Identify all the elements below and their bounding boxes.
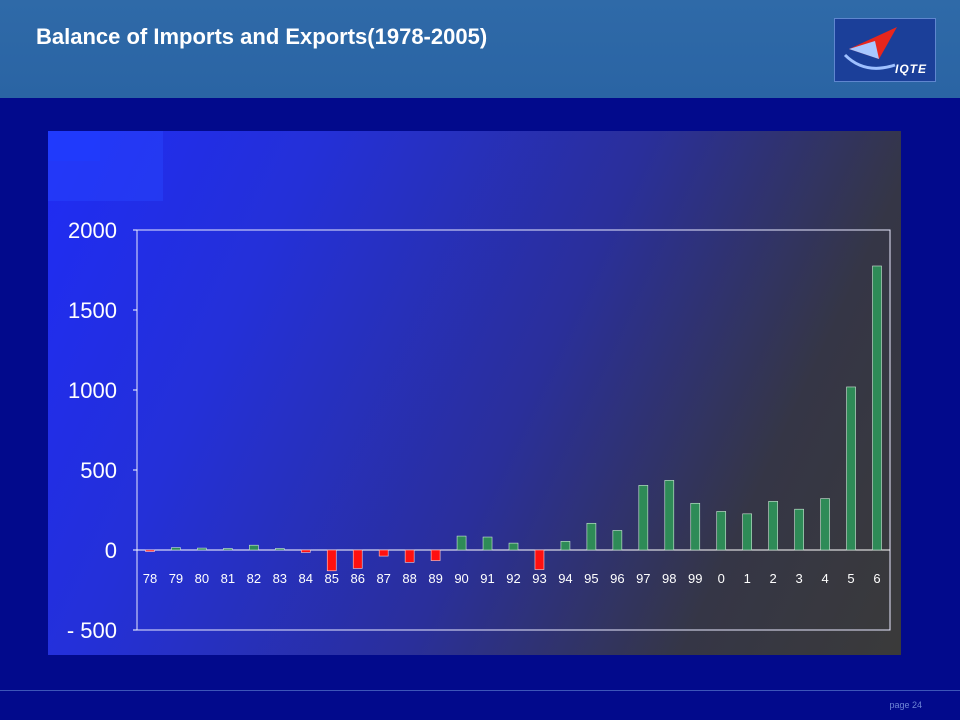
x-tick-label: 79 <box>169 571 183 586</box>
bar <box>352 549 363 569</box>
bar <box>430 549 441 561</box>
x-tick-label: 1 <box>744 571 751 586</box>
bar-chart: 2000 1500 1000 500 0 - 500 78 79 80 81 82 83 84 85 86 8… <box>67 218 891 643</box>
x-tick-label: 90 <box>454 571 468 586</box>
logo-text: IQTE <box>894 62 927 76</box>
x-tick-label: 78 <box>143 571 157 586</box>
bar <box>171 547 181 551</box>
x-tick-label: 86 <box>350 571 364 586</box>
y-tick-label: - 500 <box>67 618 117 643</box>
bar <box>404 549 415 563</box>
bar <box>197 547 207 551</box>
x-tick-label: 95 <box>584 571 598 586</box>
x-tick-label: 99 <box>688 571 702 586</box>
chart-container: 2000 1500 1000 500 0 - 500 78 79 80 81 82 83 84 85 86 8… <box>48 131 901 655</box>
bar <box>872 265 882 551</box>
x-tick-label: 88 <box>402 571 416 586</box>
x-tick-label: 87 <box>376 571 390 586</box>
x-tick-label: 93 <box>532 571 546 586</box>
bar <box>638 485 649 551</box>
bar <box>664 480 675 551</box>
x-tick-label: 82 <box>247 571 261 586</box>
logo: IQTE <box>834 18 936 82</box>
x-tick-label: 3 <box>796 571 803 586</box>
y-tick-label: 0 <box>105 538 117 563</box>
y-tick-label: 500 <box>80 458 117 483</box>
bar <box>846 386 856 551</box>
bar <box>300 549 311 553</box>
bar <box>794 508 804 551</box>
x-tick-label: 92 <box>506 571 520 586</box>
x-tick-label: 91 <box>480 571 494 586</box>
x-tick-label: 98 <box>662 571 676 586</box>
bar <box>275 548 285 551</box>
x-tick-label: 89 <box>428 571 442 586</box>
x-tick-label: 80 <box>195 571 209 586</box>
bar <box>456 535 467 551</box>
x-tick-label: 6 <box>873 571 880 586</box>
x-tick-label: 97 <box>636 571 650 586</box>
x-tick-label: 94 <box>558 571 572 586</box>
bar <box>586 522 597 551</box>
x-tick-label: 85 <box>325 571 339 586</box>
bar <box>690 502 701 551</box>
logo-arrow-icon <box>843 27 897 70</box>
y-tick-label: 1000 <box>68 378 117 403</box>
footer-divider <box>0 690 960 691</box>
x-tick-label: 4 <box>821 571 828 586</box>
bar <box>768 501 778 551</box>
bar <box>612 530 623 551</box>
bar <box>482 536 493 551</box>
bar <box>145 549 155 552</box>
y-tick-label: 1500 <box>68 298 117 323</box>
x-tick-label: 84 <box>299 571 313 586</box>
x-tick-label: 5 <box>847 571 854 586</box>
bar <box>742 513 752 551</box>
bar <box>223 548 233 551</box>
bar <box>378 549 389 557</box>
bar <box>534 549 545 570</box>
y-tick-label: 2000 <box>68 218 117 243</box>
page-number: page 24 <box>889 700 922 710</box>
x-tick-label: 2 <box>770 571 777 586</box>
bar <box>716 511 727 551</box>
x-tick-label: 83 <box>273 571 287 586</box>
decor-block <box>48 131 100 161</box>
bar <box>249 544 259 551</box>
x-tick-label: 81 <box>221 571 235 586</box>
plot-frame <box>136 229 891 631</box>
page-title: Balance of Imports and Exports(1978-2005… <box>36 24 488 49</box>
bar <box>560 541 571 551</box>
x-tick-label: 0 <box>718 571 725 586</box>
x-tick-label: 96 <box>610 571 624 586</box>
bar <box>326 549 337 572</box>
bar <box>820 498 830 551</box>
header-bar: Balance of Imports and Exports(1978-2005… <box>0 0 960 98</box>
bar <box>508 542 519 551</box>
